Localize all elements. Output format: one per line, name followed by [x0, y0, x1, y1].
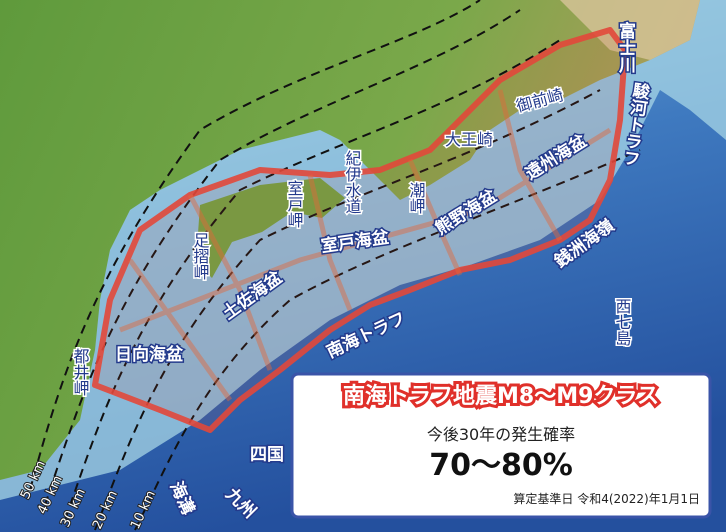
info-box: 南海トラフ地震M8～M9クラス 今後30年の発生確率 70～80% 算定基準日 … — [290, 372, 712, 519]
place-label: 日向海盆 — [115, 344, 184, 365]
place-label: 潮岬 — [407, 182, 426, 214]
info-subtitle: 今後30年の発生確率 — [427, 425, 575, 444]
place-label: 大王崎 — [445, 130, 493, 149]
depth-contours — [29, 0, 641, 531]
mountains — [560, 0, 700, 60]
info-box-frame — [290, 372, 712, 519]
place-label: 室戸岬 — [285, 180, 304, 228]
place-label: 四国 — [250, 445, 284, 465]
land-honshu-kyushu — [0, 0, 700, 480]
place-label: 足摺岬 — [191, 232, 210, 280]
land-shikoku — [196, 178, 345, 278]
place-label: 紀伊水道 — [343, 150, 362, 214]
info-title: 南海トラフ地震M8～M9クラス — [343, 383, 659, 409]
segment-lines — [119, 89, 612, 402]
source-region-outline — [92, 27, 628, 433]
place-label: 西七島 — [613, 298, 632, 346]
info-reference-date: 算定基準日 令和4(2022)年1月1日 — [513, 491, 700, 506]
info-probability: 70～80% — [429, 448, 573, 483]
place-label: 富士川 — [615, 21, 637, 74]
place-label: 都井岬 — [71, 348, 90, 396]
